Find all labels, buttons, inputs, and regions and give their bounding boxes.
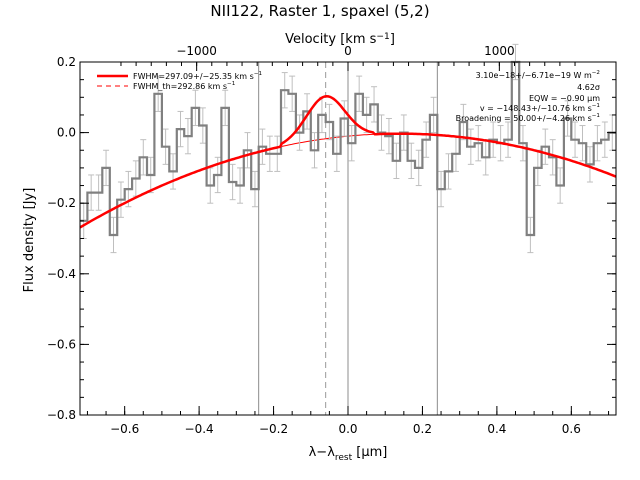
y-tick-label: −0.8 bbox=[47, 408, 76, 422]
top-tick-label: 0 bbox=[344, 44, 352, 58]
top-tick-label: 1000 bbox=[484, 44, 515, 58]
y-tick-label: −0.4 bbox=[47, 267, 76, 281]
y-tick-label: −0.2 bbox=[47, 196, 76, 210]
axes-layer bbox=[79, 61, 617, 416]
x-tick-label: 0.6 bbox=[562, 422, 581, 436]
annotation-significance: 4.62σ bbox=[577, 83, 600, 92]
x-tick-label: 0.4 bbox=[487, 422, 506, 436]
x-tick-label: 0.0 bbox=[338, 422, 357, 436]
annotation-velocity: v = −148.43+/−10.76 km s−1 bbox=[480, 103, 601, 113]
y-tick-label: 0.2 bbox=[57, 55, 76, 69]
x-axis-label: λ−λrest [μm] bbox=[309, 445, 388, 463]
x-tick-label: −0.6 bbox=[110, 422, 139, 436]
legend-label-thermal: FWHM_th=292.86 km s−1 bbox=[133, 81, 236, 91]
gaussian-fit-line bbox=[79, 95, 617, 229]
annotation-broadening: Broadening = 50.00+/−4.26 km s−1 bbox=[456, 113, 601, 123]
spectrum-step-line bbox=[80, 60, 616, 237]
annotation-eqw: EQW = −0.90 μm bbox=[529, 94, 600, 103]
y-tick-label: −0.6 bbox=[47, 337, 76, 351]
x-tick-label: −0.2 bbox=[259, 422, 288, 436]
chart-title: NII122, Raster 1, spaxel (5,2) bbox=[210, 2, 429, 20]
x-tick-label: −0.4 bbox=[185, 422, 214, 436]
y-axis-label: Flux density [Jy] bbox=[22, 188, 37, 293]
x-tick-label: 0.2 bbox=[413, 422, 432, 436]
fit-layer bbox=[79, 95, 617, 229]
text-layer: −0.6 −0.4 −0.2 0.0 0.2 0.4 0.6 −0.8 −0.6 −0.4 −0.2… bbox=[22, 2, 600, 463]
top-tick-label: −1000 bbox=[176, 44, 217, 58]
annotation-flux: 3.10e−18+/−6.71e−19 W m−2 bbox=[476, 70, 600, 80]
spectrum-layer bbox=[80, 60, 616, 237]
y-tick-label: 0.0 bbox=[57, 126, 76, 140]
top-axis-label: Velocity [km s−1] bbox=[285, 32, 395, 47]
legend-label-fit: FWHM=297.09+/−25.35 km s−1 bbox=[133, 71, 262, 81]
